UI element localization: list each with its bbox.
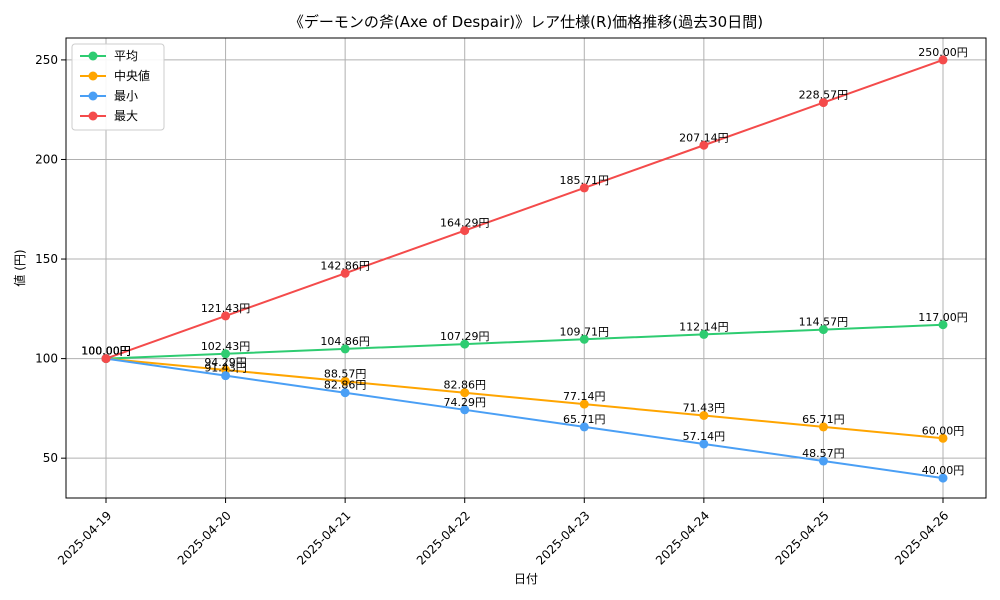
x-tick-label: 2025-04-26 bbox=[892, 508, 951, 567]
series-平均-data-label: 117.00円 bbox=[918, 311, 968, 324]
x-tick-label: 2025-04-24 bbox=[653, 508, 712, 567]
series-中央値-data-label: 60.00円 bbox=[922, 424, 965, 437]
series-最大-point bbox=[101, 354, 111, 364]
series-最小-point bbox=[938, 473, 948, 483]
series-layer bbox=[101, 55, 948, 483]
series-中央値-data-label: 82.86円 bbox=[443, 379, 486, 392]
x-tick-label: 2025-04-21 bbox=[294, 508, 353, 567]
series-中央値-point bbox=[938, 433, 948, 443]
series-最大-data-label: 228.57円 bbox=[799, 89, 849, 102]
y-tick-label: 200 bbox=[35, 152, 58, 166]
legend-label: 最大 bbox=[114, 109, 138, 123]
x-tick-label: 2025-04-19 bbox=[55, 508, 114, 567]
x-tick-label: 2025-04-25 bbox=[773, 508, 832, 567]
series-最小-data-label: 82.86円 bbox=[324, 379, 367, 392]
series-中央値-data-label: 71.43円 bbox=[683, 401, 726, 414]
x-tick-label: 2025-04-22 bbox=[414, 508, 473, 567]
series-中央値-point bbox=[579, 399, 589, 409]
legend-marker-中央値 bbox=[88, 71, 98, 81]
series-中央値-data-label: 65.71円 bbox=[802, 413, 845, 426]
x-tick-label: 2025-04-20 bbox=[175, 508, 234, 567]
series-最大-point bbox=[818, 98, 828, 108]
series-平均-point bbox=[938, 320, 948, 330]
series-最小-data-label: 74.29円 bbox=[443, 396, 486, 409]
plot-area-frame bbox=[65, 37, 987, 499]
series-中央値-point bbox=[460, 388, 470, 398]
x-axis-label: 日付 bbox=[514, 572, 538, 586]
series-平均-point bbox=[460, 339, 470, 349]
series-最大-data-label: 185.71円 bbox=[560, 174, 610, 187]
series-最大-data-label: 100.00円 bbox=[81, 345, 131, 358]
legend-marker-最大 bbox=[88, 111, 98, 121]
series-最大-line bbox=[105, 58, 944, 360]
series-最大-data-label: 250.00円 bbox=[918, 46, 968, 59]
data-label-layer: 100.00円 102.43円 104.86円 107.29円 109.71円 112.1… bbox=[81, 46, 968, 477]
series-最小-point bbox=[579, 422, 589, 432]
series-平均-data-label: 112.14円 bbox=[679, 320, 729, 333]
y-tick-label: 150 bbox=[35, 252, 58, 266]
y-tick-label: 50 bbox=[43, 451, 58, 465]
tick-layer: 2025-04-19 2025-04-20 2025-04-21 2025-04-22… bbox=[35, 53, 951, 568]
series-最大-point bbox=[579, 183, 589, 193]
x-tick-label: 2025-04-23 bbox=[533, 508, 592, 567]
series-中央値-point bbox=[340, 376, 350, 386]
series-最小-data-label: 48.57円 bbox=[802, 447, 845, 460]
series-最大-point bbox=[340, 268, 350, 278]
legend-marker-最小 bbox=[88, 91, 98, 101]
series-平均-data-label: 100.00円 bbox=[81, 345, 131, 358]
series-中央値-line bbox=[105, 357, 944, 440]
series-最大-point bbox=[221, 311, 231, 321]
legend-box bbox=[71, 43, 165, 131]
series-最大-data-label: 207.14円 bbox=[679, 131, 729, 144]
series-平均-point bbox=[818, 325, 828, 335]
legend-label: 中央値 bbox=[114, 68, 150, 83]
series-最小-point bbox=[699, 439, 709, 449]
series-平均-point bbox=[699, 329, 709, 339]
series-平均-data-label: 109.71円 bbox=[560, 325, 610, 338]
series-中央値-data-label: 94.29円 bbox=[204, 356, 247, 369]
series-最小-point bbox=[221, 371, 231, 381]
series-中央値-point bbox=[699, 410, 709, 420]
series-最大-point bbox=[938, 55, 948, 65]
series-平均-point bbox=[579, 334, 589, 344]
y-tick-label: 250 bbox=[35, 53, 58, 67]
series-中央値-data-label: 88.57円 bbox=[324, 367, 367, 380]
series-最大-data-label: 164.29円 bbox=[440, 217, 490, 230]
series-平均-point bbox=[221, 349, 231, 359]
y-axis-label: 値 (円) bbox=[12, 249, 27, 286]
series-最小-point bbox=[818, 456, 828, 466]
series-最小-data-label: 91.43円 bbox=[204, 362, 247, 375]
series-平均-line bbox=[105, 323, 944, 360]
series-最小-data-label: 57.14円 bbox=[683, 430, 726, 443]
series-最大-point bbox=[460, 226, 470, 236]
chart-title: 《デーモンの斧(Axe of Despair)》レア仕様(R)価格推移(過去30… bbox=[289, 13, 763, 31]
legend-label: 平均 bbox=[114, 49, 138, 63]
series-最小-data-label: 65.71円 bbox=[563, 413, 606, 426]
series-最大-data-label: 142.86円 bbox=[320, 259, 370, 272]
series-平均-point bbox=[340, 344, 350, 354]
series-中央値-data-label: 77.14円 bbox=[563, 390, 606, 403]
series-平均-data-label: 102.43円 bbox=[201, 340, 251, 353]
series-平均-data-label: 114.57円 bbox=[799, 316, 849, 329]
series-平均-data-label: 107.29円 bbox=[440, 330, 490, 343]
series-平均-data-label: 104.86円 bbox=[320, 335, 370, 348]
series-最大-point bbox=[699, 140, 709, 150]
series-最小-point bbox=[460, 405, 470, 415]
series-最大-data-label: 121.43円 bbox=[201, 302, 251, 315]
legend-marker-平均 bbox=[88, 51, 98, 61]
series-最小-line bbox=[105, 357, 944, 480]
series-最小-data-label: 40.00円 bbox=[922, 464, 965, 477]
y-tick-label: 100 bbox=[35, 352, 58, 366]
series-中央値-point bbox=[818, 422, 828, 432]
legend-label: 最小 bbox=[114, 89, 138, 103]
series-最小-data-label: 100.00円 bbox=[81, 345, 131, 358]
grid-layer bbox=[66, 38, 986, 498]
series-最小-point bbox=[340, 388, 350, 398]
series-中央値-data-label: 100.00円 bbox=[81, 345, 131, 358]
